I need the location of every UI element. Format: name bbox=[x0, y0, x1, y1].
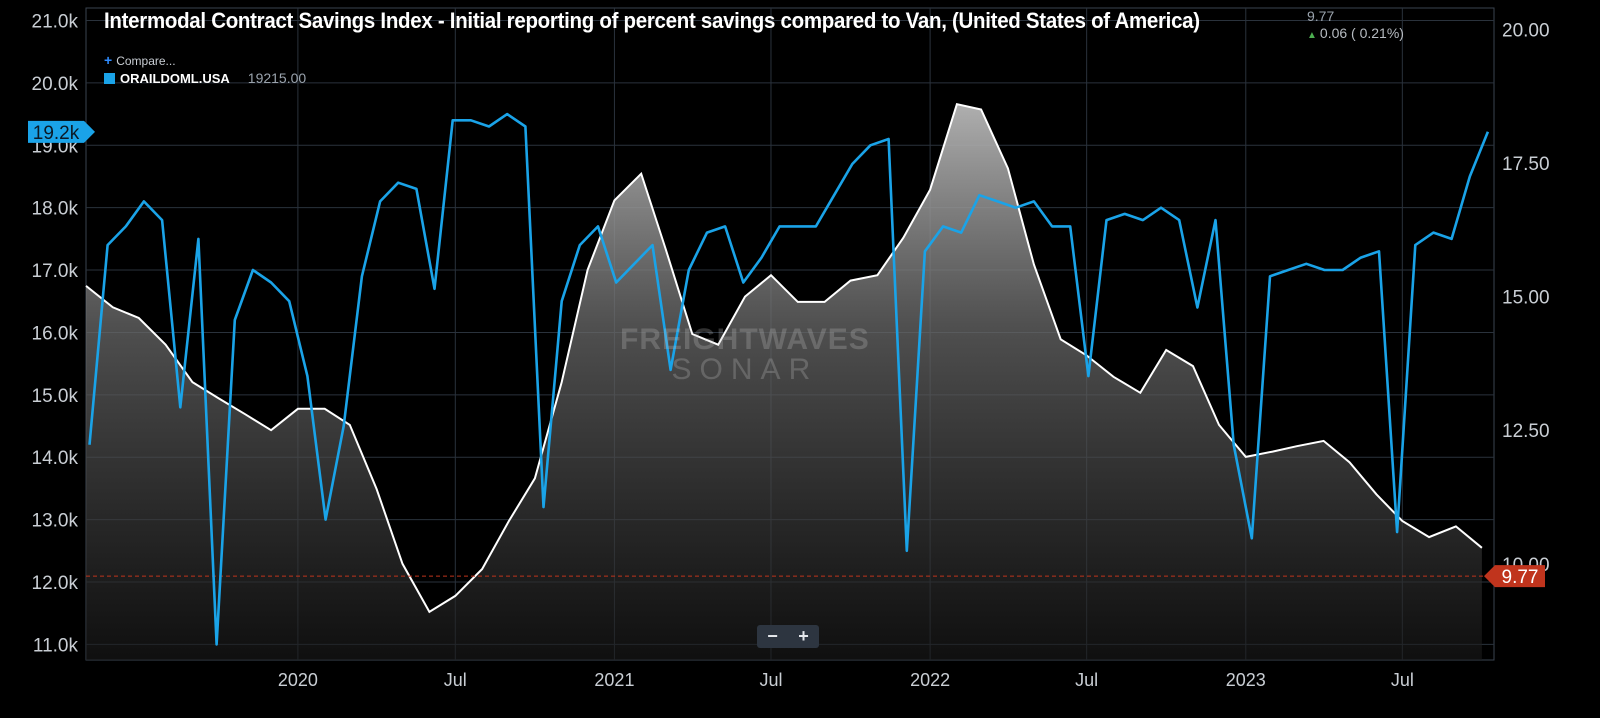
left-tick-label: 16.0k bbox=[32, 323, 79, 344]
compare-button[interactable]: + Compare... bbox=[104, 52, 176, 68]
area-layer bbox=[86, 104, 1482, 660]
chart-title: Intermodal Contract Savings Index - Init… bbox=[104, 8, 1200, 33]
legend-swatch bbox=[104, 72, 115, 84]
badges-layer: 19.2k 9.77 bbox=[28, 120, 1545, 588]
zoom-out-button[interactable]: − bbox=[767, 626, 778, 646]
left-tick-label: 12.0k bbox=[32, 573, 79, 594]
x-tick-label: 2021 bbox=[594, 670, 634, 690]
x-tick-label: 2020 bbox=[278, 670, 318, 690]
right-tick-label: 15.00 bbox=[1502, 288, 1550, 309]
oraildoml-line bbox=[88, 112, 1490, 646]
zoom-in-button[interactable]: + bbox=[798, 626, 809, 646]
left-tick-label: 18.0k bbox=[32, 199, 79, 220]
left-tick-label: 14.0k bbox=[32, 448, 79, 469]
last-value-box: 9.77 ▲ 0.06 ( 0.21%) bbox=[1307, 8, 1404, 41]
change-value: 0.06 ( 0.21%) bbox=[1319, 25, 1404, 41]
legend-series-value: 19215.00 bbox=[247, 70, 307, 86]
x-tick-label: Jul bbox=[1075, 670, 1098, 690]
left-tick-label: 21.0k bbox=[32, 11, 79, 32]
x-tick-label: Jul bbox=[759, 670, 782, 690]
chart-header: Intermodal Contract Savings Index - Init… bbox=[104, 8, 1282, 34]
plus-icon: + bbox=[104, 52, 113, 68]
left-value-badge-text: 19.2k bbox=[33, 123, 80, 144]
left-tick-label: 20.0k bbox=[32, 74, 79, 95]
legend: ORAILDOML.USA 19215.00 bbox=[104, 70, 306, 86]
zoom-controls: − + bbox=[757, 625, 819, 648]
left-value-badge bbox=[28, 120, 95, 143]
left-tick-label: 17.0k bbox=[32, 261, 79, 282]
left-tick-label: 11.0k bbox=[33, 635, 79, 656]
left-tick-label: 13.0k bbox=[32, 511, 79, 532]
x-tick-label: 2023 bbox=[1226, 670, 1266, 690]
savings-index-line bbox=[85, 103, 1483, 614]
compare-label: Compare... bbox=[116, 54, 176, 68]
savings-index-area bbox=[86, 104, 1482, 660]
x-tick-label: Jul bbox=[1391, 670, 1414, 690]
last-value: 9.77 bbox=[1307, 8, 1335, 24]
series-layer bbox=[85, 103, 1494, 646]
x-tick-label: Jul bbox=[444, 670, 467, 690]
up-arrow-icon: ▲ bbox=[1307, 30, 1317, 41]
right-tick-label: 20.00 bbox=[1502, 20, 1550, 41]
right-tick-label: 17.50 bbox=[1502, 154, 1550, 175]
right-tick-label: 12.50 bbox=[1502, 421, 1550, 442]
right-value-badge-text: 9.77 bbox=[1502, 567, 1539, 588]
change-readout: ▲ 0.06 ( 0.21%) bbox=[1307, 25, 1404, 41]
right-value-badge bbox=[1484, 565, 1545, 588]
left-tick-label: 15.0k bbox=[32, 386, 79, 407]
legend-series-name[interactable]: ORAILDOML.USA bbox=[120, 70, 230, 86]
x-tick-label: 2022 bbox=[910, 670, 950, 690]
